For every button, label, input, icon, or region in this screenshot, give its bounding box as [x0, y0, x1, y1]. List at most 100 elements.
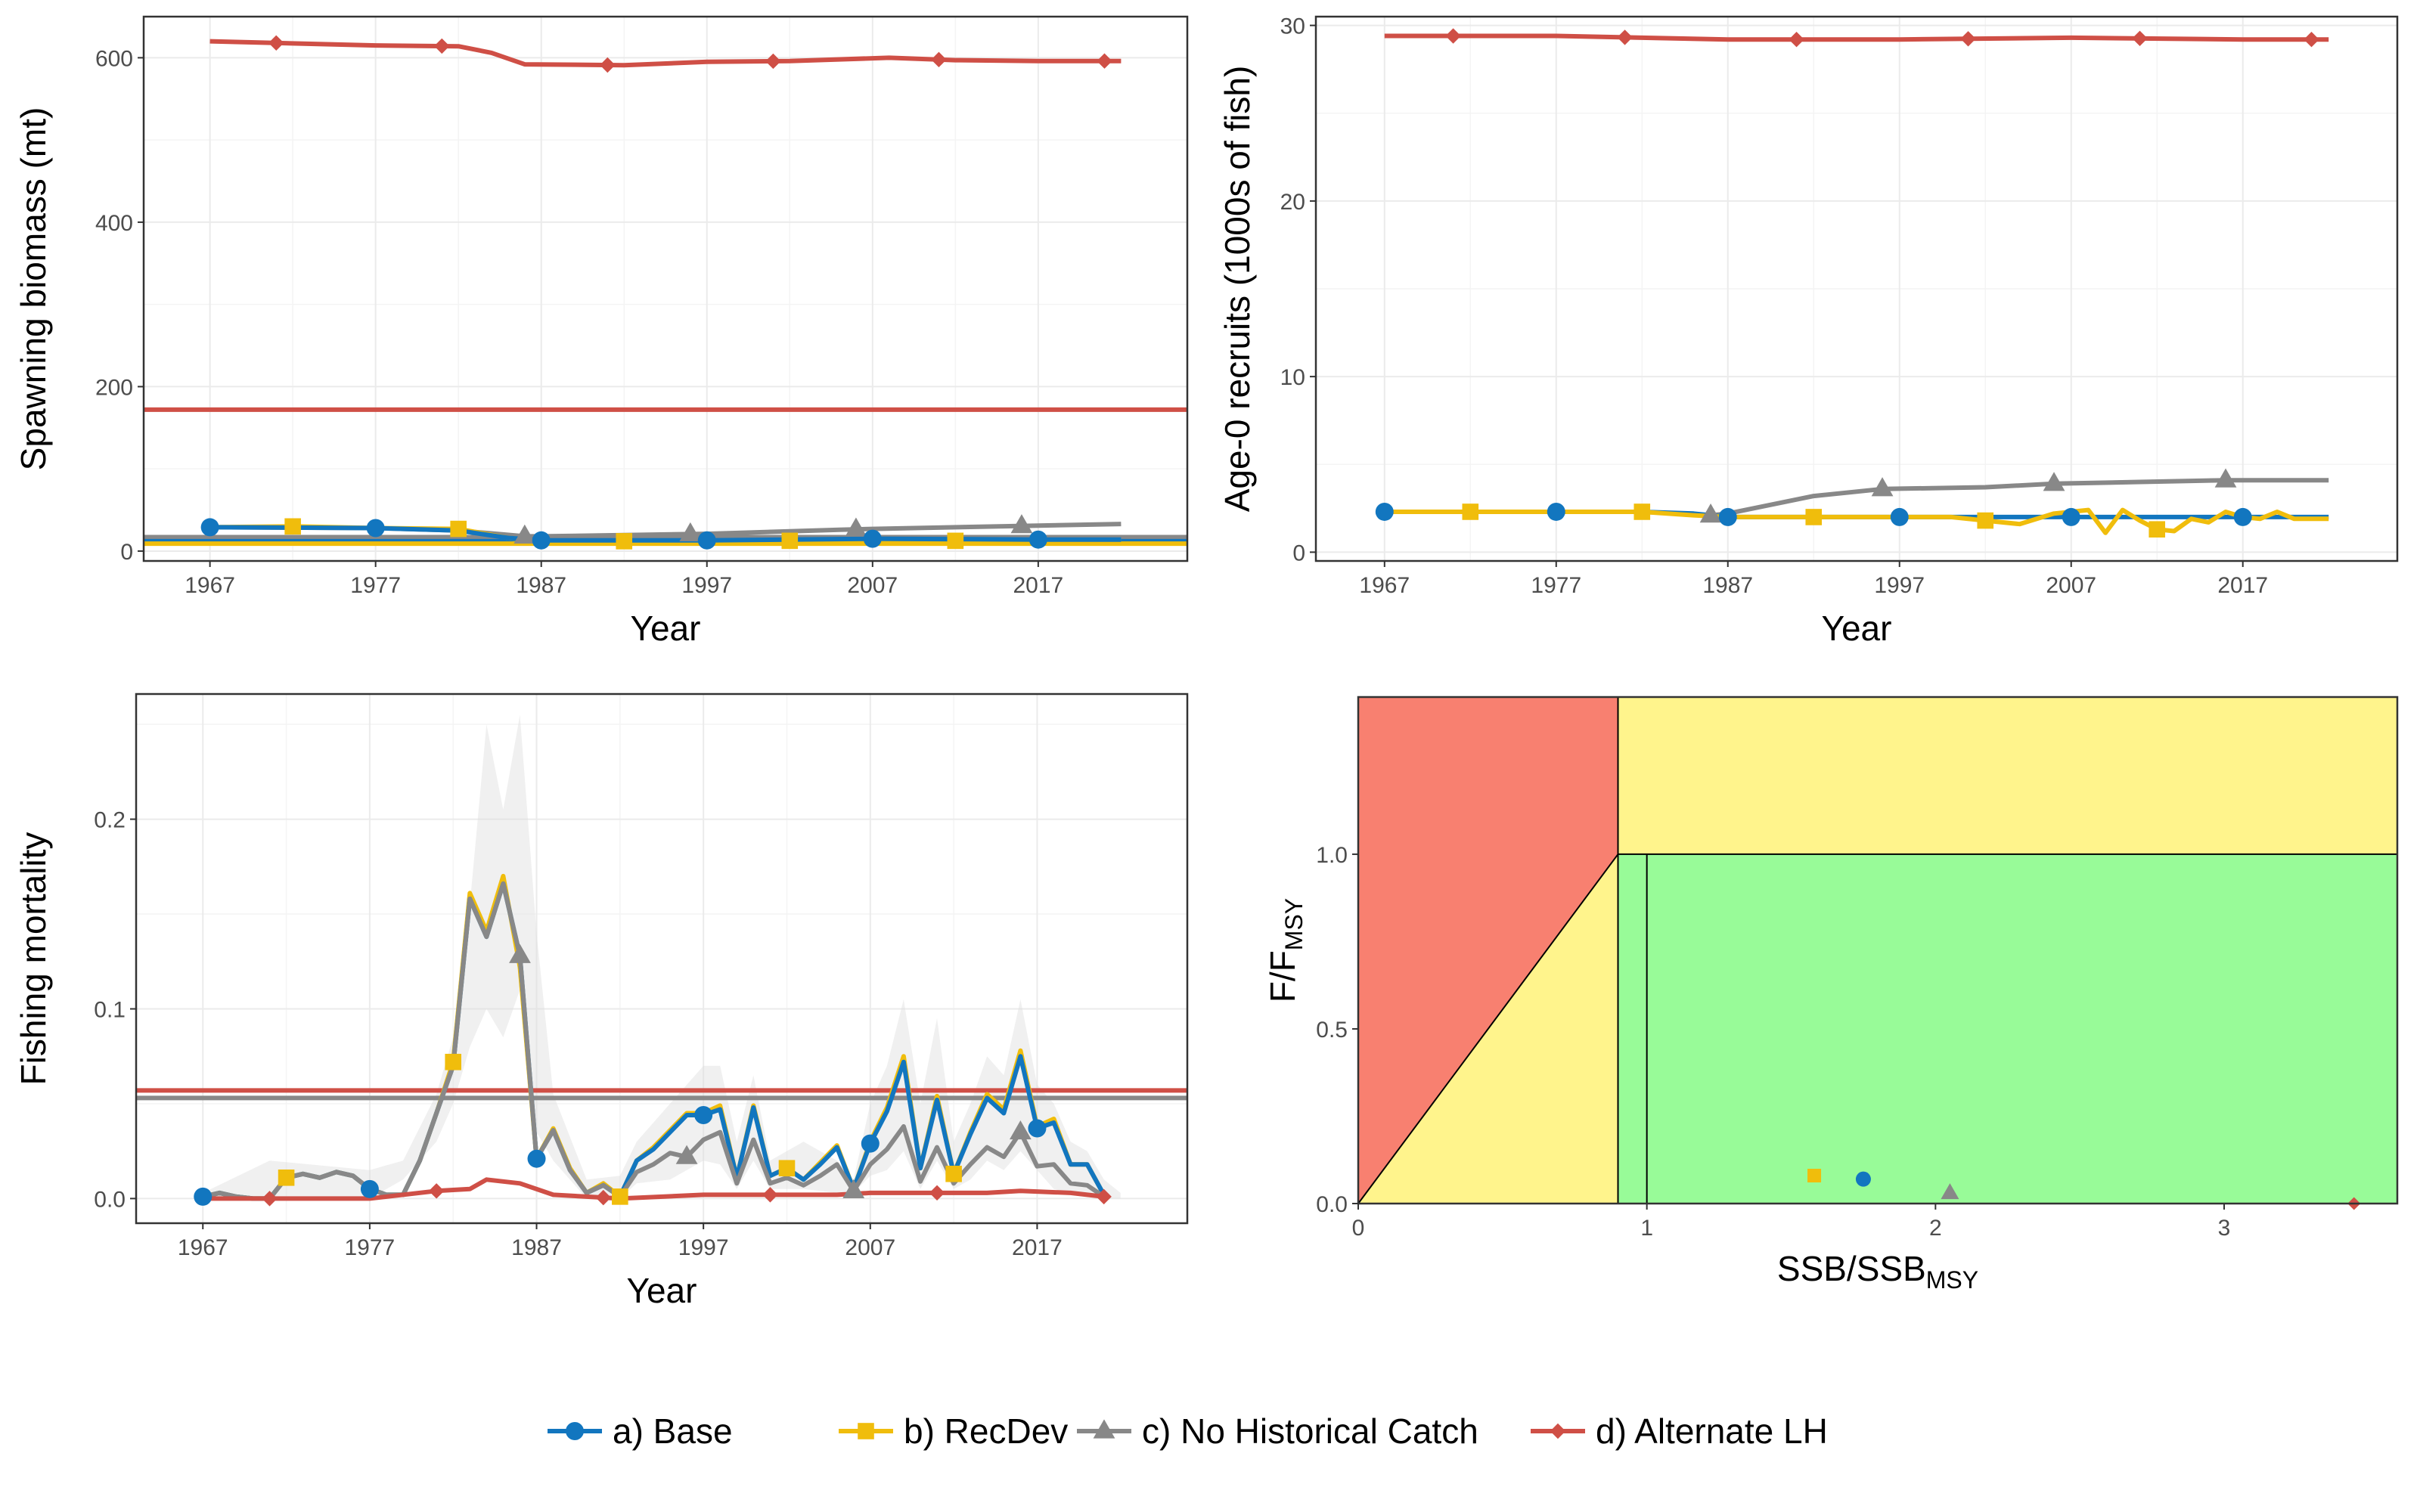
legend-label-base: a) Base [613, 1411, 733, 1451]
data-point-base [1890, 507, 1909, 526]
y-tick-label: 400 [95, 211, 133, 236]
x-axis-title-main: SSB/SSB [1777, 1249, 1926, 1288]
y-tick-label: 0.0 [1316, 1192, 1348, 1217]
data-point-recdev [616, 533, 633, 550]
data-point-base [1547, 502, 1565, 521]
data-point-alternate-lh [1960, 31, 1976, 47]
y-tick-label: 0.0 [94, 1187, 126, 1212]
data-point-base [697, 531, 716, 550]
x-tick-label: 2 [1929, 1216, 1942, 1241]
data-point-base [1718, 507, 1737, 526]
legend-marker-base [566, 1422, 584, 1440]
kobe-red-zone [1358, 697, 1618, 1204]
series-line-no-historical-catch [202, 881, 1106, 1201]
x-tick-label: 0 [1352, 1216, 1365, 1241]
data-point-no-historical-catch [509, 943, 531, 963]
y-axis-title: Age-0 recruits (1000s of fish) [1218, 66, 1257, 513]
data-point-alternate-lh [595, 1189, 611, 1206]
y-tick-label: 0 [1292, 541, 1305, 565]
data-point-recdev [278, 1169, 295, 1186]
data-point-recdev [1805, 509, 1823, 525]
x-axis-title-subscript: MSY [1926, 1266, 1978, 1294]
data-point-no-historical-catch [1871, 477, 1894, 497]
plot-border [135, 692, 1189, 1225]
data-point-no-historical-catch [679, 522, 702, 542]
data-point-no-historical-catch [845, 517, 867, 537]
data-point-no-historical-catch [675, 1145, 698, 1164]
x-axis-title: SSB/SSBMSYSSB/SSBMSY [1777, 1249, 1978, 1294]
x-tick-label: 1987 [1702, 573, 1753, 598]
x-axis-title: Year [631, 609, 701, 648]
data-point-recdev [945, 1165, 962, 1182]
data-point-base [532, 531, 551, 550]
y-tick-label: 0.1 [94, 997, 126, 1022]
plot-border [1314, 15, 2399, 562]
data-point-recdev [778, 1160, 796, 1177]
legend-marker-no-historical-catch [1093, 1419, 1115, 1439]
data-point-recdev [1977, 512, 1994, 529]
data-point-recdev [445, 1053, 462, 1070]
plot-border [142, 15, 1189, 562]
data-point-base [694, 1105, 713, 1124]
data-point-recdev [450, 520, 467, 538]
x-tick-label: 1997 [681, 573, 732, 598]
kobe-plot-panel: 0 1 2 30.00.51.0SSB/SSBMSYSSB/SSBMSYF/FMSYF… [1263, 696, 2399, 1294]
data-point-recdev [1807, 1169, 1822, 1183]
data-point-base [194, 1187, 213, 1206]
data-point-no-historical-catch [2214, 468, 2237, 488]
data-point-base [527, 1149, 546, 1168]
data-point-base [861, 1134, 880, 1153]
y-axis-title-main: F/F [1263, 950, 1302, 1002]
data-point-alternate-lh [765, 53, 781, 70]
data-point-alternate-lh [929, 1185, 945, 1201]
data-point-base [1375, 502, 1394, 521]
fishing-mortality-panel: 1967 1977 1987 1997 2007 2017 0.0 0.1 0.2 Year Fis… [14, 692, 1189, 1310]
data-point-base [863, 529, 882, 548]
y-axis-title: Spawning biomass (mt) [14, 107, 53, 471]
data-point-no-historical-catch [2043, 472, 2065, 491]
x-tick-label: 1967 [185, 573, 235, 598]
data-point-base [1028, 1119, 1047, 1138]
x-tick-label: 1977 [345, 1235, 396, 1260]
y-tick-label: 20 [1280, 190, 1305, 215]
y-axis-title-subscript: MSY [1280, 898, 1308, 950]
y-tick-label: 10 [1280, 365, 1305, 390]
data-point-alternate-lh [2304, 31, 2319, 48]
y-tick-label: 0.5 [1316, 1018, 1348, 1043]
data-point-no-historical-catch [842, 1179, 865, 1198]
x-tick-label: 2007 [2046, 573, 2096, 598]
data-point-alternate-lh [1445, 28, 1461, 44]
y-tick-label: 1.0 [1316, 843, 1348, 868]
data-point-recdev [1634, 503, 1651, 520]
data-point-alternate-lh [434, 38, 450, 54]
data-point-alternate-lh [762, 1187, 778, 1203]
legend-label-alternate-lh: d) Alternate LH [1596, 1411, 1828, 1451]
data-point-alternate-lh [1617, 29, 1633, 45]
data-point-base [1028, 530, 1047, 549]
y-tick-label: 600 [95, 46, 133, 71]
x-tick-label: 2017 [1012, 1235, 1063, 1260]
legend-marker-alternate-lh [1550, 1423, 1566, 1439]
x-tick-label: 2007 [845, 1235, 895, 1260]
data-point-alternate-lh [1789, 31, 1804, 48]
x-tick-label: 1997 [1874, 573, 1925, 598]
kobe-zone-boundary [1357, 854, 1619, 1204]
data-point-no-historical-catch [513, 524, 536, 544]
data-point-base [200, 518, 219, 537]
plot-background [144, 17, 1187, 561]
series-line-alternate-lh [1384, 33, 2329, 42]
data-point-alternate-lh [1096, 1188, 1112, 1205]
data-point-recdev [284, 518, 301, 535]
y-axis-title: F/FMSYF/FMSY [1263, 898, 1308, 1002]
data-point-alternate-lh [600, 57, 616, 73]
plot-border [1357, 696, 2399, 1205]
legend-marker-recdev [858, 1423, 874, 1439]
y-tick-label: 30 [1280, 14, 1305, 39]
x-tick-label: 1 [1640, 1216, 1653, 1241]
data-point-base [1855, 1171, 1871, 1187]
x-axis-title: Year [1822, 609, 1892, 648]
data-point-recdev [612, 1188, 628, 1205]
x-tick-label: 1987 [516, 573, 566, 598]
data-point-base [2062, 507, 2080, 526]
data-point-recdev [2149, 521, 2166, 538]
